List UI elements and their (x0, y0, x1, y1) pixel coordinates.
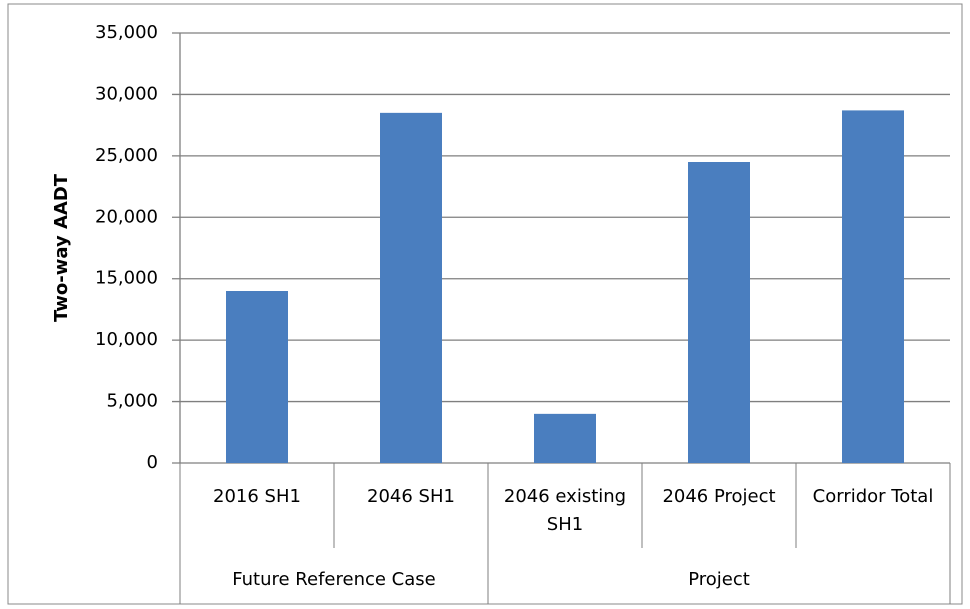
y-tick-label: 10,000 (95, 329, 158, 350)
group-label: Future Reference Case (232, 569, 436, 590)
y-tick-label: 5,000 (106, 391, 158, 412)
y-tick-label: 30,000 (95, 83, 158, 104)
y-tick-label: 20,000 (95, 206, 158, 227)
x-tick-label: 2046 existing SH1 (503, 486, 627, 535)
y-tick-label: 0 (147, 452, 158, 473)
bar (380, 112, 442, 463)
x-tick-label: 2016 SH1 (213, 486, 301, 507)
bar (226, 291, 288, 463)
x-tick-label: 2046 Project (662, 486, 776, 507)
chart-border (7, 3, 963, 605)
bar (534, 413, 596, 463)
x-tick-label: 2046 SH1 (367, 486, 455, 507)
y-tick-label: 25,000 (95, 145, 158, 166)
bar (842, 110, 904, 464)
x-tick-label: Corridor Total (812, 486, 934, 507)
y-tick-label: 15,000 (95, 268, 158, 289)
y-tick-label: 35,000 (95, 22, 158, 43)
bar (688, 162, 750, 463)
y-axis-label: Two-way AADT (51, 173, 72, 322)
group-label: Project (688, 569, 750, 590)
